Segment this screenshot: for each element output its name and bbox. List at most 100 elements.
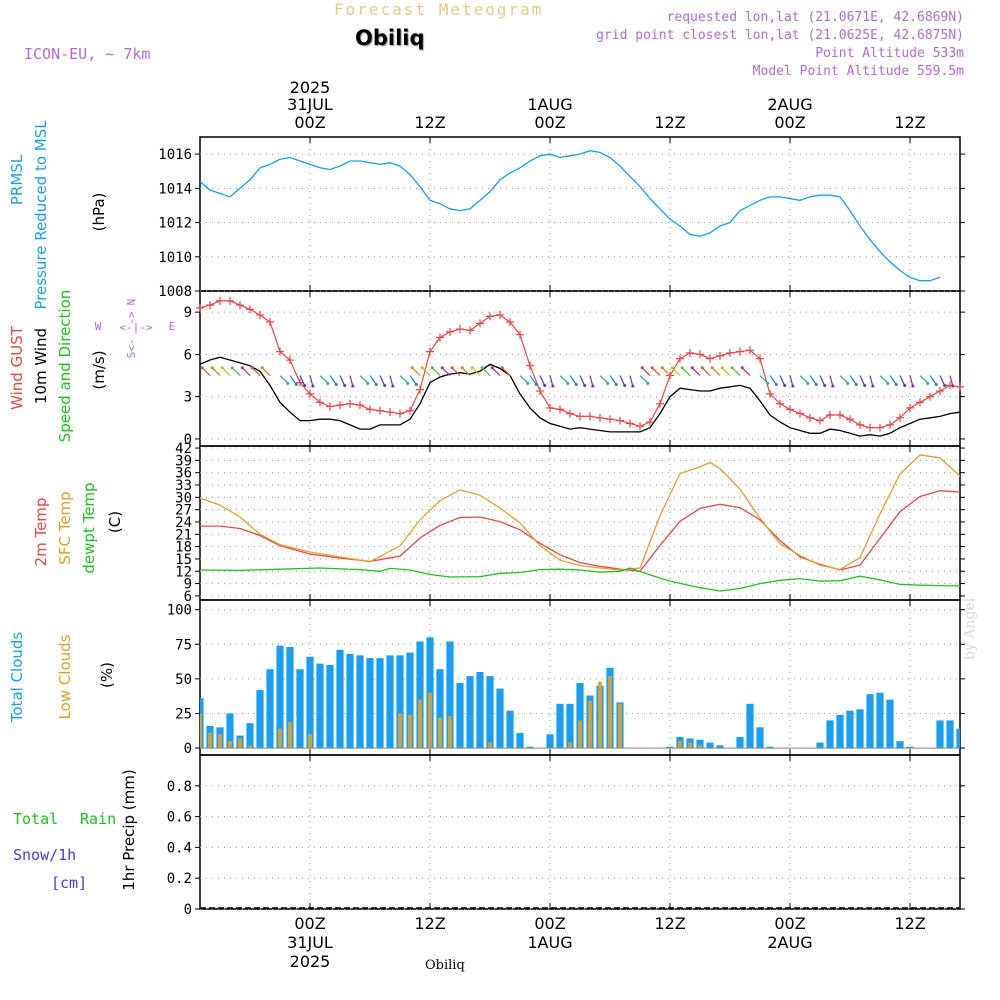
wind-direction-arrow	[339, 375, 346, 386]
wind-arrow-head	[871, 384, 875, 388]
precip-total-label: Total	[13, 810, 58, 828]
compass-w: W	[95, 320, 102, 333]
total-cloud-bar	[226, 713, 234, 749]
wind-gust-marker	[516, 330, 524, 339]
wind-arrow-head	[374, 383, 378, 387]
temp-sfc-label: SFC Temp	[56, 491, 74, 564]
wind-arrow-head	[406, 381, 410, 385]
wind-arrow-head	[391, 384, 395, 388]
wind-arrow-head	[526, 381, 530, 385]
wind-gust-marker	[416, 385, 424, 394]
wind-direction-arrow	[641, 367, 651, 376]
compass-arrow-n: ->	[125, 311, 138, 325]
wind-arrow-head	[460, 366, 464, 370]
total-cloud-bar	[906, 746, 914, 749]
wind-arrow-head	[690, 366, 694, 370]
wind-gust-marker	[356, 401, 364, 410]
wind-gust-marker	[816, 416, 824, 425]
y-tick-label: 30	[175, 490, 192, 506]
wind-arrow-head	[220, 366, 224, 370]
wind-gust-marker	[386, 408, 394, 417]
temp-dewpt-line	[200, 567, 960, 592]
low-cloud-bar	[698, 745, 702, 749]
wind-direction-arrow	[200, 374, 201, 376]
wind-direction-arrow	[289, 375, 297, 385]
wind-direction-arrow	[639, 375, 649, 384]
wind-arrow-head	[343, 384, 347, 388]
wind-direction-arrow	[839, 375, 849, 384]
wind-arrow-head	[823, 384, 827, 388]
wind-arrow-head	[366, 381, 370, 385]
wind-direction-arrow	[399, 375, 409, 384]
wind-gust-marker	[456, 325, 464, 334]
wind-direction-arrow	[221, 367, 231, 376]
total-cloud-bar	[736, 737, 744, 749]
wind-gust-marker	[836, 411, 844, 419]
y-tick-label: 15	[175, 552, 192, 568]
wind-direction-arrow	[299, 375, 306, 386]
wind-arrow-head	[926, 381, 930, 385]
wind-arrow-head	[383, 384, 387, 388]
total-cloud-bar	[956, 728, 960, 749]
y-tick-label: 6	[184, 347, 192, 363]
wind-arrow-head	[903, 384, 907, 388]
wind-direction-arrow	[629, 375, 634, 387]
wind-direction-arrow	[441, 367, 451, 376]
panel-frame	[199, 136, 961, 292]
wind-arrow-head	[650, 366, 654, 370]
wind-arrow-head	[606, 381, 610, 385]
total-cloud-bar	[556, 703, 564, 749]
wind-direction-arrow	[619, 375, 626, 386]
wind-direction-arrow	[491, 367, 501, 376]
precip-snow-unit: [cm]	[51, 874, 87, 892]
low-cloud-bar	[200, 713, 202, 749]
wind-direction-arrow	[451, 367, 461, 376]
wind-gust-marker	[326, 402, 334, 411]
low-clouds-label: Low Clouds	[56, 634, 74, 719]
top-time-label: 12Z	[654, 113, 685, 132]
y-tick-label: 1008	[158, 284, 192, 300]
wind-gust-marker	[796, 409, 804, 418]
compass-arrow-s: <-	[125, 338, 138, 351]
wind-arrow-head	[783, 384, 787, 388]
wind-gust-marker	[616, 416, 624, 425]
wind-gust-marker	[876, 423, 884, 432]
cloud-unit: (%)	[98, 662, 116, 688]
low-cloud-bar	[438, 717, 442, 749]
wind-arrow-head	[975, 383, 978, 386]
wind-direction-arrow	[529, 375, 537, 385]
panel-frame	[199, 445, 961, 601]
total-cloud-bar	[846, 710, 854, 749]
wind-arrow-head	[886, 381, 890, 385]
wind-direction-arrow	[929, 375, 937, 385]
wind-gust-marker	[716, 351, 724, 360]
wind-gust-line	[200, 300, 960, 429]
y-tick-label: 1016	[158, 147, 192, 163]
wind-gust-marker	[466, 326, 474, 335]
total-cloud-bar	[366, 658, 374, 749]
y-tick-label: 0.6	[167, 810, 192, 826]
y-tick-label: 12	[175, 564, 192, 580]
wind-direction-arrow	[711, 367, 721, 376]
wind-arrow-head	[250, 366, 254, 370]
wind-direction-arrow	[279, 375, 289, 384]
wind-direction-arrow	[849, 375, 857, 385]
wind-arrow-head	[774, 383, 778, 387]
wind-direction-arrow	[409, 375, 417, 385]
wind-direction-arrow	[789, 375, 794, 387]
wind-gust-marker	[606, 415, 614, 424]
wind-gust-marker	[246, 305, 254, 314]
bottom-time-label: 00Z	[294, 914, 325, 933]
bottom-year-label: 2025	[290, 952, 331, 971]
total-cloud-bar	[476, 671, 484, 749]
wind-direction-arrow	[731, 367, 741, 376]
wind-arrow-head	[640, 366, 644, 370]
wind-gust-marker	[536, 387, 544, 396]
wind-arrow-head	[646, 381, 650, 385]
wind-direction-arrow	[741, 367, 751, 376]
compass-e: E	[169, 320, 176, 333]
wind-gust-marker	[926, 392, 934, 401]
wind-arrow-head	[551, 384, 555, 388]
wind-gust-marker	[596, 413, 604, 422]
wind-arrow-head	[894, 383, 898, 387]
